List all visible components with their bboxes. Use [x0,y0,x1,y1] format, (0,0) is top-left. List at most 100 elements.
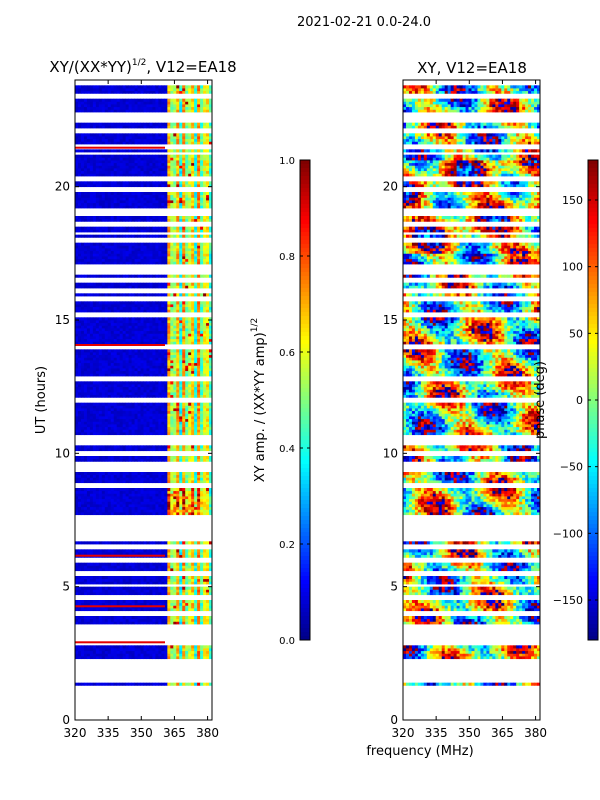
amplitude-cell [125,309,130,313]
amplitude-cell [80,362,85,366]
amplitude-cell [122,320,127,324]
amplitude-cell [158,568,162,572]
amplitude-cell [113,229,118,233]
amplitude-cell [185,261,189,265]
amplitude-cell [191,645,195,649]
amplitude-cell [206,301,210,305]
amplitude-cell [185,218,189,222]
amplitude-cell [203,392,207,396]
amplitude-cell [104,432,109,436]
amplitude-cell [179,589,183,593]
amplitude-cell [128,354,132,358]
amplitude-cell [125,592,130,596]
amplitude-cell [101,504,106,508]
amplitude-cell [122,586,127,590]
amplitude-cell [83,413,88,417]
amplitude-cell [185,328,189,332]
amplitude-cell [89,477,94,481]
amplitude-cell [83,650,88,654]
amplitude-cell [140,552,144,556]
amplitude-cell [191,554,195,558]
amplitude-cell [83,285,88,289]
amplitude-cell [206,349,210,353]
amplitude-cell [116,501,121,505]
amplitude-cell [188,501,192,505]
amplitude-cell [128,218,132,222]
amplitude-cell [191,250,195,254]
amplitude-cell [116,261,121,265]
amplitude-cell [194,354,198,358]
amplitude-cell [182,509,186,513]
amplitude-cell [200,274,204,278]
amplitude-cell [200,549,204,553]
amplitude-cell [164,320,168,324]
amplitude-cell [191,320,195,324]
amplitude-cell [182,448,186,452]
amplitude-cell [125,333,130,337]
amplitude-cell [110,328,115,332]
amplitude-cell [80,309,85,313]
amplitude-cell [101,392,106,396]
amplitude-cell [75,581,79,585]
amplitude-cell [197,504,201,508]
amplitude-cell [176,424,180,428]
amplitude-cell [75,373,79,377]
amplitude-cell [128,349,132,353]
amplitude-cell [152,258,156,262]
amplitude-cell [125,234,130,238]
amplitude-cell [161,568,165,572]
amplitude-cell [134,333,138,337]
amplitude-cell [203,229,207,233]
amplitude-cell [182,501,186,505]
amplitude-cell [95,472,100,476]
amplitude-cell [170,234,174,238]
amplitude-cell [92,621,97,625]
amplitude-cell [128,242,132,246]
amplitude-cell [149,432,153,436]
amplitude-cell [143,586,147,590]
amplitude-cell [158,429,162,433]
amplitude-cell [176,357,180,361]
amplitude-cell [75,253,79,257]
amplitude-cell [95,261,100,265]
amplitude-cell [140,402,144,406]
amplitude-cell [125,552,130,556]
amplitude-cell [203,506,207,510]
amplitude-cell [158,362,162,366]
amplitude-cell [188,549,192,553]
amplitude-cell [209,357,213,361]
amplitude-cell [107,306,112,310]
amplitude-cell [83,386,88,390]
amplitude-cell [143,445,147,449]
amplitude-cell [152,602,156,606]
amplitude-cell [122,410,127,414]
amplitude-cell [197,245,201,249]
amplitude-cell [116,218,121,222]
amplitude-cell [143,192,147,196]
amplitude-cell [75,352,79,356]
amplitude-cell [101,429,106,433]
amplitude-cell [113,274,118,278]
amplitude-cell [131,216,135,220]
amplitude-cell [140,368,144,372]
amplitude-cell [125,205,130,209]
amplitude-cell [134,488,138,492]
amplitude-cell [140,341,144,345]
amplitude-cell [146,317,150,321]
amplitude-cell [80,384,85,388]
amplitude-cell [143,541,147,545]
amplitude-cell [194,405,198,409]
amplitude-cell [137,488,141,492]
amplitude-cell [167,458,171,462]
amplitude-cell [197,608,201,612]
amplitude-cell [104,354,109,358]
amplitude-cell [203,621,207,625]
amplitude-cell [140,325,144,329]
amplitude-cell [128,456,132,460]
amplitude-cell [158,253,162,257]
amplitude-cell [104,648,109,652]
amplitude-cell [143,512,147,516]
amplitude-cell [197,229,201,233]
amplitude-cell [107,490,112,494]
amplitude-cell [155,229,159,233]
